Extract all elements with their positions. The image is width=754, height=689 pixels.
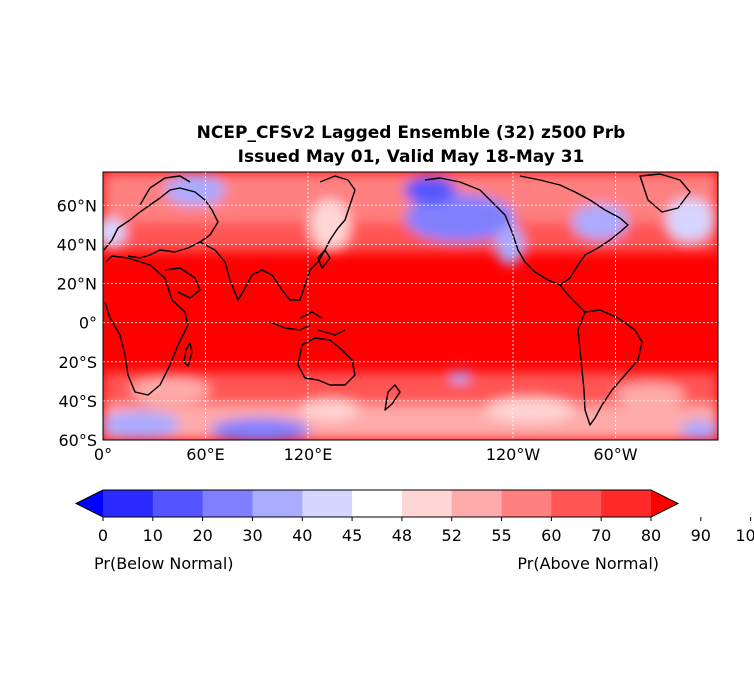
- colorbar-segment: [601, 490, 652, 517]
- colorbar-segment: [352, 490, 403, 517]
- colorbar-segment: [103, 490, 154, 517]
- colorbar-segment: [252, 490, 303, 517]
- blue-scandinavia: [165, 174, 225, 206]
- coast-south-america: [577, 309, 643, 426]
- colorbar-extend-high: [651, 490, 678, 517]
- south-band-light: [103, 405, 718, 440]
- coast-scandinavia: [139, 175, 191, 206]
- lat-tick-label: 0°: [79, 314, 97, 333]
- colorbar: 0 10 20 30 40 45 48 52 55 60 70 80 90 100: [74, 489, 754, 545]
- colorbar-tick-label: 45: [342, 526, 362, 545]
- colorbar-segment: [401, 490, 453, 517]
- blue-greenland: [666, 198, 714, 242]
- lat-tick-label: 20°N: [57, 275, 97, 294]
- blue-south-indian: [210, 418, 310, 440]
- lon-tick-label: 60°W: [593, 445, 637, 464]
- coast-madagascar: [183, 342, 193, 367]
- lat-tick-label: 60°S: [58, 431, 97, 450]
- coast-central-america: [559, 284, 586, 313]
- colorbar-tick-label: 48: [392, 526, 412, 545]
- colorbar-tick-label: 100: [735, 526, 754, 545]
- lon-tick-label: 60°E: [186, 445, 224, 464]
- coast-africa: [104, 255, 189, 396]
- coast-north-america: [424, 175, 629, 286]
- probability-field: [103, 172, 718, 440]
- colorbar-segment: [551, 490, 602, 517]
- map-frame: [102, 171, 719, 441]
- lat-tick-label: 60°N: [57, 196, 97, 215]
- colorbar-tick-label: 80: [641, 526, 661, 545]
- blue-south-pacific: [450, 371, 470, 383]
- pink-south-4: [615, 383, 685, 407]
- coast-nz: [384, 384, 401, 411]
- coastlines: [103, 173, 691, 426]
- lon-tick-label: 120°W: [486, 445, 541, 464]
- colorbar-label-left: Pr(Below Normal): [94, 554, 234, 573]
- lon-tick-label: 120°E: [284, 445, 333, 464]
- colorbar-tick-label: 10: [143, 526, 163, 545]
- blue-alaska: [404, 176, 456, 204]
- blue-south-atlantic: [103, 411, 180, 439]
- map-title-line1: NCEP_CFSv2 Lagged Ensemble (32) z500 Prb: [197, 123, 626, 143]
- colorbar-segment: [302, 490, 353, 517]
- colorbar-tick-label: 0: [98, 526, 108, 545]
- white-siberia: [310, 199, 350, 251]
- blue-south-east: [680, 420, 718, 440]
- blue-west-na: [496, 225, 524, 265]
- blue-canada: [572, 204, 628, 240]
- coast-asia: [199, 175, 356, 301]
- colorbar-tick-label: 90: [691, 526, 711, 545]
- colorbar-segment: [202, 490, 253, 517]
- coast-arabia: [164, 267, 201, 299]
- colorbar-extend-low: [76, 490, 103, 517]
- colorbar-tick-label: 40: [292, 526, 312, 545]
- colorbar-segment: [451, 490, 503, 517]
- map-title-line2: Issued May 01, Valid May 18-May 31: [238, 147, 585, 167]
- coast-australia: [297, 337, 356, 386]
- colorbar-tick-label: 70: [591, 526, 611, 545]
- lon-tick-labels: 0° 60°E 120°E 120°W 60°W: [94, 445, 638, 464]
- pink-south-3: [485, 398, 575, 422]
- colorbar-tick-label: 52: [442, 526, 462, 545]
- coast-greenland: [639, 173, 691, 213]
- blue-europe: [103, 218, 126, 246]
- lon-tick-label: 0°: [94, 445, 112, 464]
- colorbar-tick-label: 60: [541, 526, 561, 545]
- pink-south-1: [130, 376, 210, 404]
- colorbar-tick-label: 55: [491, 526, 511, 545]
- gridlines: [103, 172, 718, 440]
- colorbar-segment: [152, 490, 204, 517]
- lat-tick-label: 40°S: [58, 392, 97, 411]
- colorbar-segment: [501, 490, 552, 517]
- lat-tick-label: 20°S: [58, 353, 97, 372]
- lat-tick-labels: 60°N 40°N 20°N 0° 20°S 40°S 60°S: [57, 196, 97, 450]
- pink-south-2: [300, 400, 360, 420]
- lat-tick-label: 40°N: [57, 235, 97, 254]
- coast-indonesia: [269, 311, 346, 336]
- coast-japan: [317, 249, 331, 269]
- blue-pacific: [405, 194, 515, 242]
- colorbar-tick-label: 30: [242, 526, 262, 545]
- colorbar-label-right: Pr(Above Normal): [517, 554, 659, 573]
- colorbar-tick-label: 20: [192, 526, 212, 545]
